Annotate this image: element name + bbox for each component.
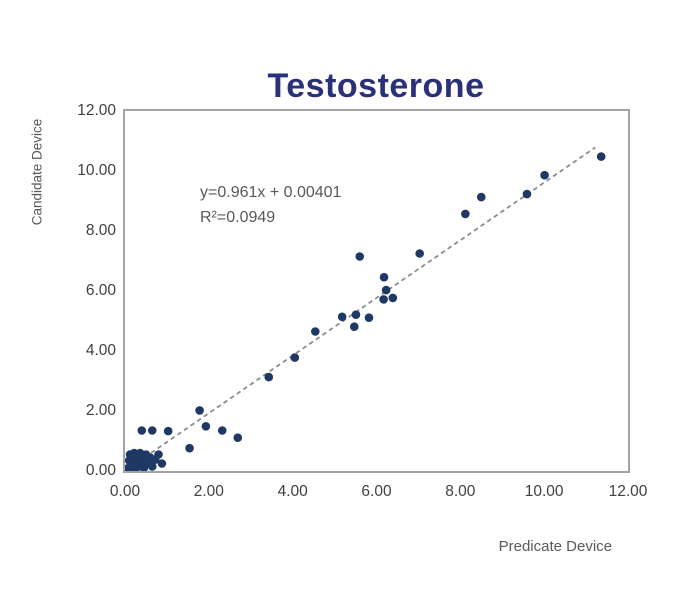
trend-line (130, 146, 596, 468)
data-point (217, 426, 227, 435)
data-point (290, 353, 300, 362)
data-point (351, 310, 361, 319)
x-tick-label: 2.00 (193, 483, 224, 500)
data-point (379, 272, 389, 282)
data-point (388, 293, 398, 303)
data-point (264, 372, 274, 382)
x-tick-label: 4.00 (277, 483, 308, 500)
data-point (201, 422, 211, 431)
data-point (415, 249, 424, 258)
x-tick-label: 0.00 (109, 483, 141, 500)
y-tick-label: 10.00 (77, 162, 116, 179)
y-tick-label: 12.00 (77, 102, 116, 119)
y-tick-label: 8.00 (85, 222, 116, 239)
data-point (379, 295, 388, 304)
data-point (311, 327, 320, 336)
data-point (154, 450, 163, 459)
plot-area (123, 109, 630, 473)
data-point (355, 252, 365, 261)
data-point (163, 426, 173, 436)
chart-title: Testosterone (267, 66, 485, 105)
data-point (540, 170, 549, 180)
data-point (461, 209, 470, 219)
r-squared-text: R²=0.0949 (200, 209, 276, 226)
data-point (337, 312, 347, 322)
y-axis-title: Candidate Device (29, 118, 45, 226)
data-point (157, 459, 167, 468)
data-point (137, 426, 147, 435)
data-point (147, 426, 157, 435)
data-point (364, 313, 374, 322)
x-tick-label: 12.00 (608, 483, 648, 500)
y-tick-label: 4.00 (85, 342, 116, 359)
x-axis-title: Predicate Device (498, 538, 612, 555)
x-tick-label: 6.00 (361, 483, 392, 500)
data-point (185, 443, 194, 453)
equation-text: y=0.961x + 0.00401 (200, 184, 342, 201)
x-tick-label: 10.00 (524, 483, 564, 500)
data-point (381, 285, 391, 295)
data-point (476, 192, 486, 202)
data-point (596, 152, 606, 161)
x-tick-label: 8.00 (445, 483, 476, 500)
data-point (195, 406, 204, 415)
y-tick-label: 0.00 (85, 462, 116, 479)
data-point (147, 462, 157, 471)
y-tick-label: 2.00 (85, 402, 116, 419)
y-tick-label: 6.00 (85, 282, 116, 299)
data-point (522, 189, 532, 199)
scatter-plot-canvas (125, 146, 606, 471)
data-point (233, 433, 243, 443)
data-point (349, 322, 359, 331)
trendline-equation-annotation: y=0.961x + 0.00401 R²=0.0949 (200, 180, 341, 230)
